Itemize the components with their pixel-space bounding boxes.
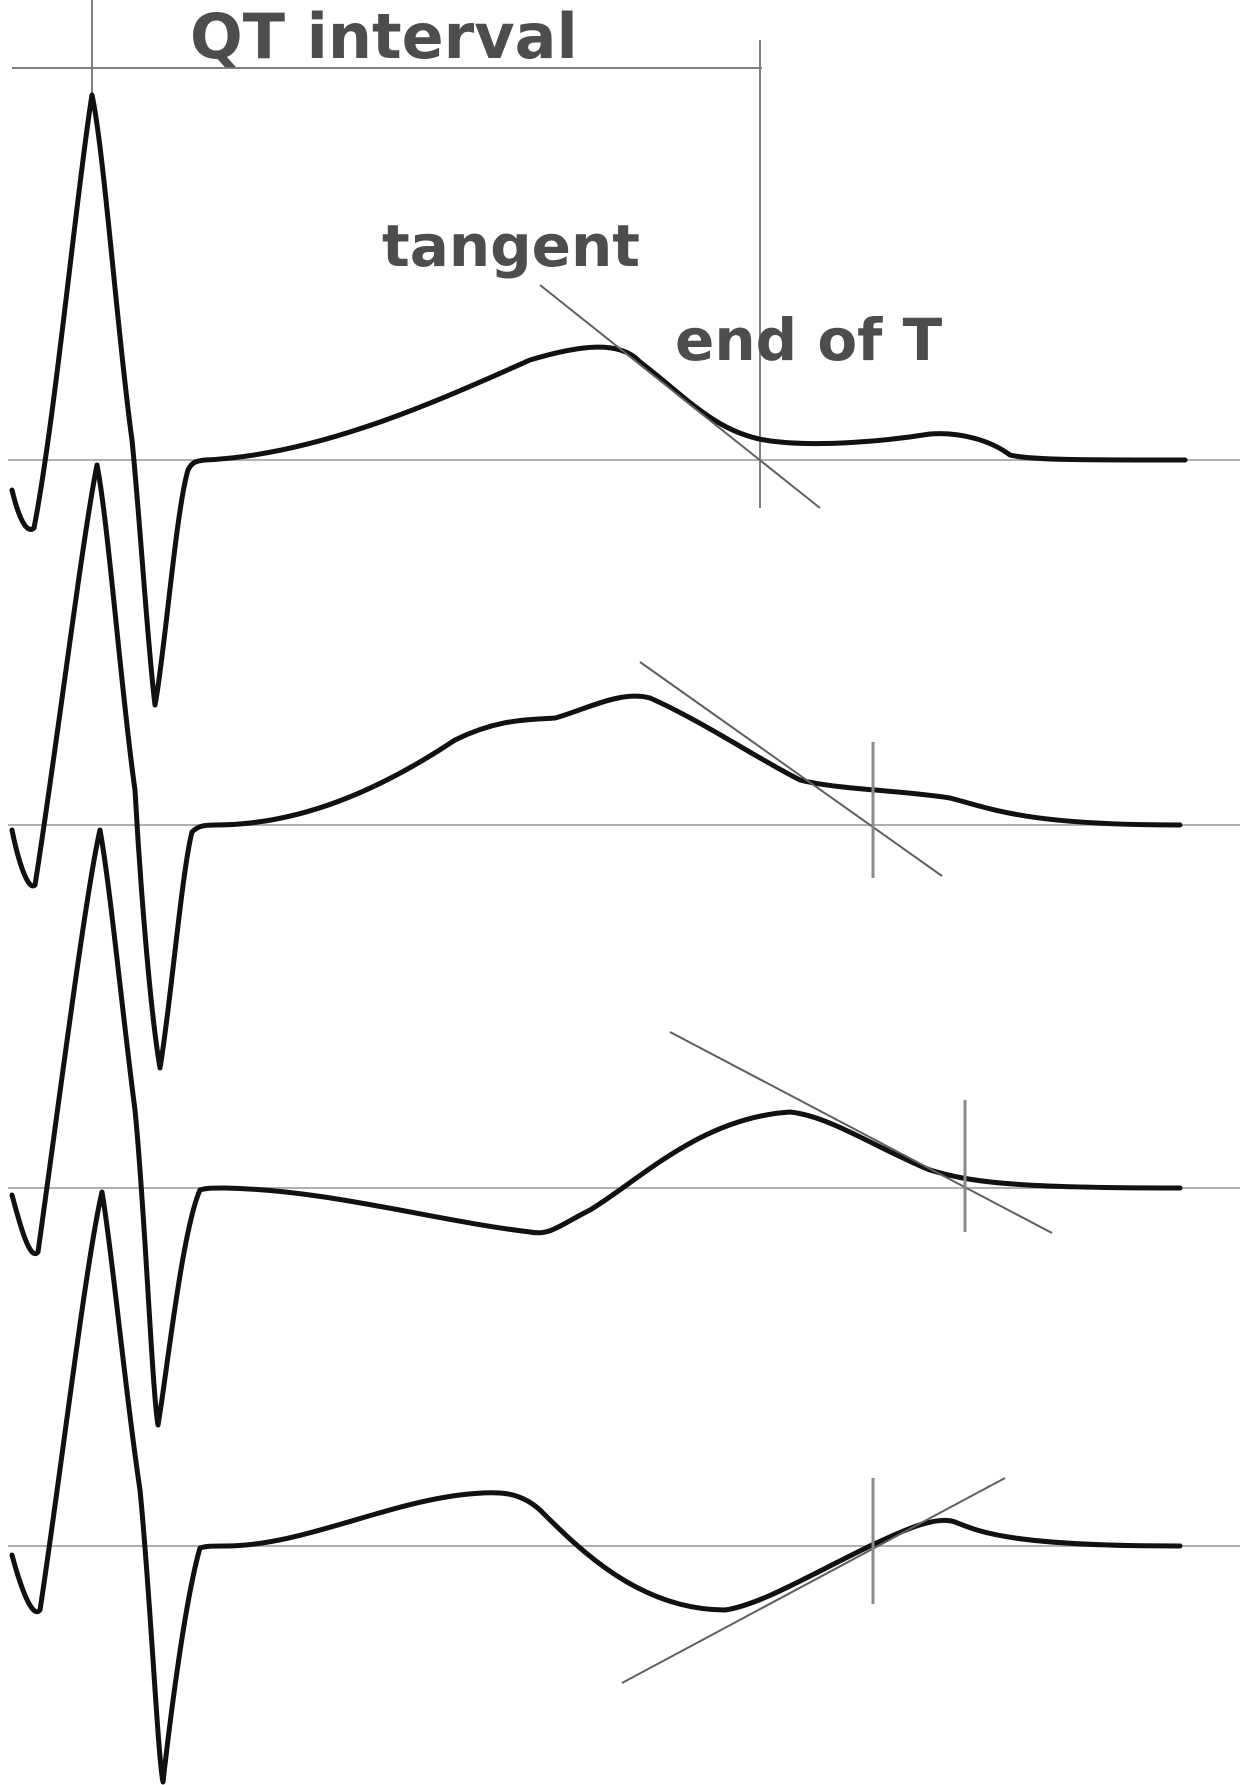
trace-4 [8, 1189, 1240, 1785]
trace-2-waveform [9, 462, 1183, 1071]
qt-interval-label: QT interval [190, 0, 578, 73]
end-of-t-label: end of T [675, 306, 943, 374]
trace-4-waveform [9, 1189, 1183, 1785]
trace-2 [8, 462, 1240, 1071]
trace-1-waveform [9, 92, 1188, 708]
tangent-label: tangent [382, 212, 640, 280]
trace-4-tangent-line [621, 1477, 1006, 1684]
trace-1 [8, 92, 1240, 708]
trace-3-tangent-line [669, 1031, 1053, 1234]
trace-3-waveform [9, 827, 1183, 1428]
trace-2-tangent-line [639, 661, 943, 877]
trace-1-tangent-line [539, 284, 821, 509]
trace-3 [8, 827, 1240, 1428]
qt-interval-bracket [12, 0, 762, 508]
